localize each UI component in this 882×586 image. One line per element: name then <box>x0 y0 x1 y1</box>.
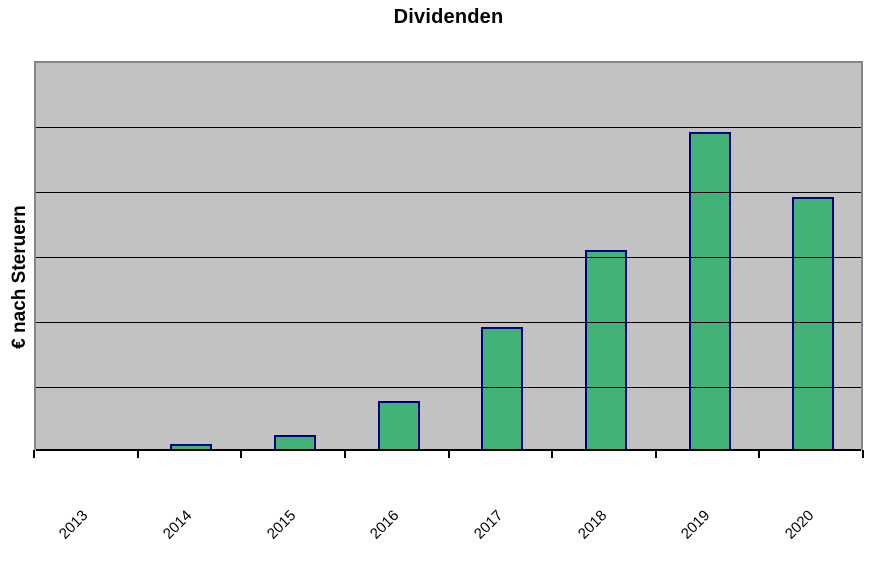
bar-2019 <box>688 132 731 450</box>
x-axis-tick <box>447 450 450 458</box>
x-axis-tick <box>136 450 139 458</box>
bars-layer <box>36 63 861 450</box>
gridline <box>36 386 861 388</box>
bar-2015 <box>274 435 317 450</box>
gridlines-layer <box>36 63 861 450</box>
x-axis-label-2014: 2014 <box>159 507 196 543</box>
y-axis-title: € nach Steruern <box>9 205 30 349</box>
gridline <box>36 127 861 129</box>
x-axis-line <box>36 449 861 451</box>
x-axis-label-2013: 2013 <box>56 507 92 543</box>
x-axis-tick <box>33 450 35 458</box>
plot-area <box>34 61 863 451</box>
x-axis-tick <box>551 450 554 458</box>
gridline <box>36 192 861 194</box>
x-axis-tick <box>240 450 243 458</box>
x-axis-tick <box>343 450 346 458</box>
x-axis-label-2015: 2015 <box>263 507 300 543</box>
x-axis-tick <box>654 450 657 458</box>
chart-title: Dividenden <box>393 6 504 28</box>
x-axis-tick <box>758 450 761 458</box>
bar-2018 <box>584 250 627 450</box>
bar-2014 <box>170 444 213 450</box>
bar-2017 <box>481 327 524 450</box>
x-axis-label-2017: 2017 <box>470 507 507 543</box>
x-axis-label-2019: 2019 <box>677 507 714 543</box>
x-axis-label-2020: 2020 <box>781 507 818 543</box>
gridline <box>36 257 861 258</box>
gridline <box>36 321 861 323</box>
x-axis-label-2016: 2016 <box>367 507 403 543</box>
x-axis-tick <box>862 450 864 458</box>
x-axis-label-2018: 2018 <box>574 507 610 543</box>
bar-2016 <box>377 401 420 450</box>
bar-2020 <box>792 197 835 450</box>
